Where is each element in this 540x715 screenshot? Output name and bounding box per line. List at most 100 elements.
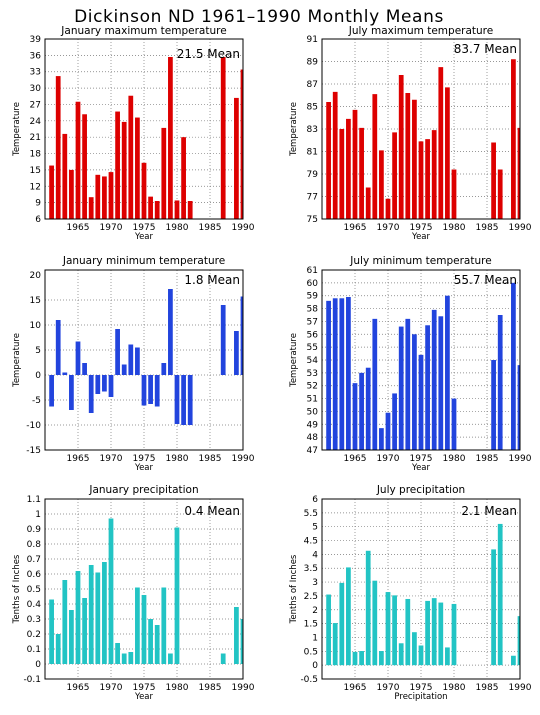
bar bbox=[148, 619, 153, 664]
chart-panel-1: 6 9 12 15 18 21 24 27 30 33 36 39 1965 1970 1975 1980 19… bbox=[12, 25, 255, 242]
bar bbox=[352, 651, 358, 666]
y-tick-label: 0 bbox=[312, 661, 318, 671]
bar bbox=[121, 653, 127, 664]
bar bbox=[82, 363, 87, 375]
x-axis-label: Year bbox=[411, 463, 431, 473]
x-axis-label: Year bbox=[411, 232, 431, 242]
y-tick-label: 3 bbox=[312, 578, 318, 588]
x-tick-label: 1975 bbox=[133, 454, 156, 464]
bar bbox=[405, 93, 411, 219]
plot-frame bbox=[44, 269, 244, 451]
bar bbox=[141, 162, 147, 219]
bar bbox=[55, 634, 61, 664]
y-tick-label: 4 bbox=[312, 550, 318, 560]
bar bbox=[220, 305, 226, 375]
mean-label: 1.8 Mean bbox=[184, 273, 240, 287]
bar bbox=[418, 645, 424, 666]
y-tick-label: 18 bbox=[30, 150, 42, 160]
bar bbox=[412, 99, 417, 219]
y-tick-label: 1.1 bbox=[27, 495, 41, 505]
bar bbox=[511, 655, 516, 666]
plot-frame bbox=[321, 38, 521, 220]
bar bbox=[392, 393, 397, 450]
chart-panel-4: 47 48 49 50 51 52 53 54 55 56 57 58 59 60 61 1965 1970 19… bbox=[289, 255, 532, 473]
bar bbox=[75, 571, 81, 664]
bar bbox=[115, 329, 120, 375]
y-tick-label: 33 bbox=[30, 68, 41, 78]
bar bbox=[154, 201, 160, 219]
bar bbox=[187, 201, 193, 219]
bar bbox=[332, 91, 338, 219]
y-tick-label: 5 bbox=[35, 346, 41, 356]
bar bbox=[491, 549, 496, 666]
bar bbox=[379, 150, 384, 219]
y-tick-label: 60 bbox=[307, 279, 319, 289]
bar bbox=[491, 360, 496, 450]
bar bbox=[359, 651, 364, 666]
bar bbox=[135, 347, 140, 375]
bar bbox=[385, 412, 391, 450]
y-tick-label: 85 bbox=[307, 103, 318, 113]
x-tick-label: 1965 bbox=[67, 454, 90, 464]
bar bbox=[135, 587, 140, 664]
bar bbox=[161, 587, 167, 664]
chart-panel-3: -15 -10 -5 0 5 10 15 20 1965 1970 1975 1980 1985 1990… bbox=[12, 255, 255, 473]
bar bbox=[438, 602, 444, 666]
y-tick-label: 39 bbox=[30, 35, 42, 45]
bar bbox=[88, 375, 94, 413]
y-tick-label: 20 bbox=[30, 271, 42, 281]
mean-label: 21.5 Mean bbox=[177, 47, 240, 61]
bar bbox=[82, 598, 87, 664]
bar bbox=[445, 295, 450, 450]
bar bbox=[372, 94, 378, 219]
y-tick-label: 87 bbox=[307, 80, 318, 90]
bar bbox=[121, 121, 127, 219]
bar bbox=[168, 57, 173, 219]
bar bbox=[339, 298, 345, 450]
y-tick-label: 0 bbox=[35, 371, 41, 381]
bar bbox=[154, 625, 160, 664]
y-tick-label: 2 bbox=[312, 606, 318, 616]
bar bbox=[418, 141, 424, 219]
x-tick-label: 1985 bbox=[199, 454, 222, 464]
y-tick-label: 79 bbox=[307, 170, 319, 180]
y-tick-label: 1 bbox=[312, 633, 318, 643]
bar bbox=[141, 375, 147, 406]
bar bbox=[497, 315, 503, 450]
y-tick-label: 0.6 bbox=[27, 570, 42, 580]
bar bbox=[359, 372, 364, 450]
bar bbox=[240, 296, 243, 375]
bar bbox=[108, 518, 114, 664]
y-axis-label: Temperature bbox=[289, 102, 299, 157]
bar bbox=[511, 59, 516, 219]
y-axis-label: Tenths of Inches bbox=[289, 554, 299, 624]
x-tick-label: 1990 bbox=[509, 223, 532, 233]
bar bbox=[511, 282, 516, 450]
y-tick-label: -0.5 bbox=[300, 675, 318, 685]
bar bbox=[365, 550, 371, 666]
bar bbox=[339, 129, 345, 219]
y-tick-label: 56 bbox=[307, 330, 319, 340]
bar bbox=[141, 595, 147, 664]
bar bbox=[398, 75, 404, 219]
x-axis-label: Year bbox=[134, 463, 154, 473]
bar bbox=[128, 95, 134, 219]
bar bbox=[128, 652, 134, 664]
y-tick-label: 54 bbox=[307, 356, 319, 366]
y-tick-label: 2.5 bbox=[304, 592, 318, 602]
y-tick-label: 58 bbox=[307, 305, 319, 315]
y-tick-label: -0.1 bbox=[23, 675, 41, 685]
x-tick-label: 1980 bbox=[443, 454, 466, 464]
chart-panel-5: -0.1 0 0.1 0.2 0.3 0.4 0.5 0.6 0.7 0.8 0.9 1 1.1 1965… bbox=[12, 484, 255, 702]
x-tick-label: 1990 bbox=[232, 683, 255, 693]
bar bbox=[128, 344, 134, 375]
x-axis-label: Year bbox=[134, 692, 154, 702]
bar bbox=[174, 375, 180, 424]
y-tick-label: 12 bbox=[30, 182, 41, 192]
x-tick-label: 1980 bbox=[443, 223, 466, 233]
bar bbox=[161, 363, 167, 375]
x-tick-label: 1965 bbox=[67, 683, 90, 693]
x-tick-label: 1970 bbox=[377, 683, 400, 693]
y-tick-label: 91 bbox=[307, 35, 318, 45]
